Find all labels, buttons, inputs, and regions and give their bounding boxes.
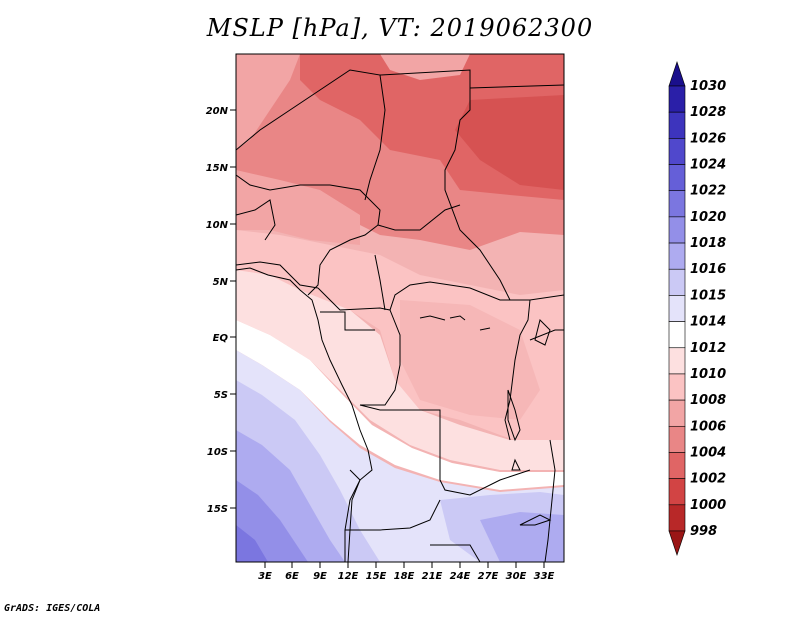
colorbar-label: 1010 [690,367,726,382]
colorbar-segment [668,504,686,532]
lon-label-6e: 6E [285,571,299,582]
coastline [236,267,373,562]
colorbar-label: 1012 [690,341,726,356]
colorbar-segment [668,85,686,113]
colorbar-segment [668,295,686,322]
colorbar-label: 1008 [690,393,726,408]
colorbar-segment [668,452,686,479]
lon-label-3e: 3E [258,571,272,582]
lat-label-5s: 5S [214,390,228,401]
lon-label-18e: 18E [394,571,415,582]
colorbar-label: 1024 [690,158,726,173]
lat-label-15n: 15N [206,163,229,174]
lon-label-30e: 30E [506,571,527,582]
lon-label-9e: 9E [313,571,327,582]
lat-label-5n: 5N [213,277,229,288]
longitude-axis: 3E 6E 9E 12E 15E 18E 21E 24E 27E 30E 33E [258,562,555,582]
country-borders [236,69,564,562]
colorbar-segment [668,478,686,506]
pressure-zone-1008-north [236,54,300,150]
colorbar-label: 1018 [690,236,726,251]
colorbar-segment [668,425,686,453]
colorbar-label: 1002 [690,472,726,487]
lat-label-eq: EQ [213,333,229,344]
lat-label-10n: 10N [206,220,229,231]
colorbar-label: 998 [690,524,717,539]
grads-credit: GrADS: IGES/COLA [4,603,101,614]
colorbar-label: 1014 [690,315,726,330]
colorbar-segment [668,216,686,244]
lon-label-27e: 27E [478,571,499,582]
lakes [419,315,552,526]
colorbar-segment [668,242,686,270]
lon-label-33e: 33E [534,571,555,582]
map-title: MSLP [hPa], VT: 2019062300 [206,14,594,42]
latitude-axis: 20N 15N 10N 5N EQ 5S 10S 15S [206,106,236,515]
colorbar-label: 1020 [690,210,726,225]
colorbar-segment [668,138,686,165]
map-area [236,54,564,562]
colorbar: 1030 1028 1026 1024 1022 1020 1018 1016 1015 1014… [668,61,726,556]
colorbar-label: 1026 [690,131,726,146]
lat-label-15s: 15S [207,504,228,515]
colorbar-segment [668,373,686,401]
colorbar-segment [668,164,686,192]
colorbar-label: 1004 [690,445,726,460]
colorbar-segment [668,347,686,375]
colorbar-segment [668,321,686,349]
colorbar-label: 1015 [690,288,726,303]
colorbar-segment [668,399,686,427]
colorbar-label: 1006 [690,419,726,434]
colorbar-arrow-top [668,61,686,87]
lat-label-10s: 10S [207,447,228,458]
lon-label-24e: 24E [450,571,471,582]
colorbar-label: 1030 [690,79,726,94]
colorbar-label: 1016 [690,262,726,277]
colorbar-label: 1000 [690,498,726,513]
colorbar-segment [668,111,686,139]
pressure-zone-1018-east [480,512,564,562]
colorbar-segment [668,190,686,218]
lon-label-21e: 21E [422,571,443,582]
pressure-zone-1010-interior [400,300,540,420]
lon-label-12e: 12E [338,571,359,582]
pressure-zone-1022 [236,525,268,562]
colorbar-arrow-bottom [668,530,686,556]
pressure-zone-1002 [455,95,564,190]
colorbar-segment [668,268,686,296]
lon-label-15e: 15E [366,571,387,582]
map-frame [235,53,565,563]
colorbar-label: 1022 [690,184,726,199]
colorbar-label: 1028 [690,105,726,120]
pressure-zone-1014 [236,320,564,490]
lat-label-20n: 20N [206,106,229,117]
